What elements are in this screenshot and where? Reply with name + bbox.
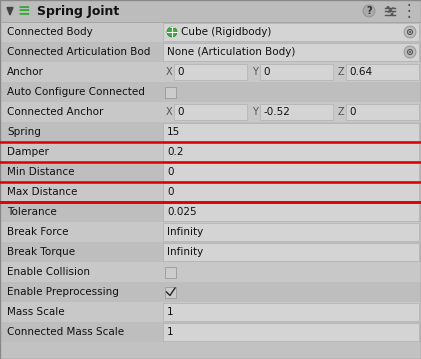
Bar <box>174 104 247 120</box>
Text: ?: ? <box>366 6 372 16</box>
Bar <box>346 104 419 120</box>
Bar <box>0 42 421 62</box>
Text: 0: 0 <box>177 67 184 77</box>
Bar <box>163 243 419 261</box>
Bar <box>0 182 421 202</box>
Bar <box>0 82 421 102</box>
Text: Enable Collision: Enable Collision <box>7 267 90 277</box>
Text: Min Distance: Min Distance <box>7 167 75 177</box>
Bar <box>163 43 419 61</box>
Text: Connected Body: Connected Body <box>7 27 93 37</box>
Bar <box>165 87 176 98</box>
Circle shape <box>391 13 394 16</box>
Text: None (Articulation Body): None (Articulation Body) <box>167 47 296 57</box>
Text: 15: 15 <box>167 127 180 137</box>
Text: X: X <box>166 107 173 117</box>
Circle shape <box>363 5 375 17</box>
Text: Y: Y <box>252 107 258 117</box>
Text: -0.52: -0.52 <box>263 107 290 117</box>
Text: Damper: Damper <box>7 147 49 157</box>
Text: 0.64: 0.64 <box>349 67 372 77</box>
Circle shape <box>386 6 389 9</box>
Bar <box>163 203 419 221</box>
Text: 1: 1 <box>167 307 173 317</box>
Bar <box>163 163 419 181</box>
Circle shape <box>389 9 392 13</box>
Bar <box>0 262 421 282</box>
Bar <box>0 102 421 122</box>
Bar <box>260 104 333 120</box>
Bar <box>0 142 421 162</box>
Text: Connected Mass Scale: Connected Mass Scale <box>7 327 124 337</box>
Bar <box>165 286 176 298</box>
Bar <box>174 64 247 80</box>
Text: 0: 0 <box>177 107 184 117</box>
Text: Max Distance: Max Distance <box>7 187 77 197</box>
Bar <box>0 242 421 262</box>
Circle shape <box>409 31 411 33</box>
Bar <box>163 183 419 201</box>
Bar <box>0 122 421 142</box>
Bar <box>163 323 419 341</box>
Bar <box>0 22 421 42</box>
Text: Break Force: Break Force <box>7 227 69 237</box>
Bar <box>0 162 421 182</box>
Text: 0: 0 <box>349 107 355 117</box>
Bar <box>260 64 333 80</box>
Text: ⋮: ⋮ <box>401 2 417 20</box>
Text: 0: 0 <box>167 187 173 197</box>
Text: Cube (Rigidbody): Cube (Rigidbody) <box>181 27 272 37</box>
Text: Auto Configure Connected: Auto Configure Connected <box>7 87 145 97</box>
Bar <box>163 123 419 141</box>
Circle shape <box>404 46 416 58</box>
Bar <box>163 223 419 241</box>
Bar <box>0 0 421 22</box>
Text: Connected Articulation Bod: Connected Articulation Bod <box>7 47 150 57</box>
Bar <box>163 303 419 321</box>
Text: Z: Z <box>338 107 345 117</box>
Text: 0: 0 <box>263 67 269 77</box>
Text: Tolerance: Tolerance <box>7 207 57 217</box>
Bar <box>346 64 419 80</box>
Circle shape <box>404 26 416 38</box>
Bar <box>0 322 421 342</box>
Bar <box>163 143 419 161</box>
Bar <box>165 266 176 278</box>
Bar <box>0 222 421 242</box>
Polygon shape <box>7 8 13 15</box>
Text: Spring: Spring <box>7 127 41 137</box>
Bar <box>0 282 421 302</box>
Circle shape <box>409 51 411 53</box>
Text: Y: Y <box>252 67 258 77</box>
Circle shape <box>167 27 177 37</box>
Text: 0.025: 0.025 <box>167 207 197 217</box>
Text: 1: 1 <box>167 327 173 337</box>
Text: Mass Scale: Mass Scale <box>7 307 65 317</box>
Text: 0.2: 0.2 <box>167 147 184 157</box>
Text: Spring Joint: Spring Joint <box>37 5 119 18</box>
Text: Infinity: Infinity <box>167 247 203 257</box>
Text: Break Torque: Break Torque <box>7 247 75 257</box>
Text: ≡: ≡ <box>18 4 30 19</box>
Text: 0: 0 <box>167 167 173 177</box>
Bar <box>0 62 421 82</box>
Text: Infinity: Infinity <box>167 227 203 237</box>
Bar <box>163 23 419 41</box>
Text: Connected Anchor: Connected Anchor <box>7 107 104 117</box>
Text: ✕: ✕ <box>385 6 395 16</box>
Text: X: X <box>166 67 173 77</box>
Text: Anchor: Anchor <box>7 67 44 77</box>
Text: Z: Z <box>338 67 345 77</box>
Bar <box>0 202 421 222</box>
Bar <box>0 302 421 322</box>
Text: Enable Preprocessing: Enable Preprocessing <box>7 287 119 297</box>
